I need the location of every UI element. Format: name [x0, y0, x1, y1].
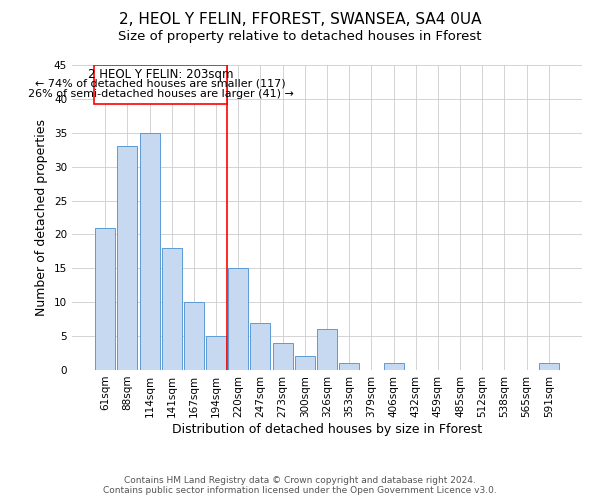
- Bar: [206, 336, 226, 370]
- Y-axis label: Number of detached properties: Number of detached properties: [35, 119, 49, 316]
- Bar: [272, 343, 293, 370]
- Bar: [140, 133, 160, 370]
- Text: 26% of semi-detached houses are larger (41) →: 26% of semi-detached houses are larger (…: [28, 88, 293, 99]
- Text: Contains public sector information licensed under the Open Government Licence v3: Contains public sector information licen…: [103, 486, 497, 495]
- Text: 2 HEOL Y FELIN: 203sqm: 2 HEOL Y FELIN: 203sqm: [88, 68, 233, 80]
- Text: Size of property relative to detached houses in Fforest: Size of property relative to detached ho…: [118, 30, 482, 43]
- Text: ← 74% of detached houses are smaller (117): ← 74% of detached houses are smaller (11…: [35, 78, 286, 88]
- Bar: [383, 363, 404, 370]
- Bar: [162, 248, 182, 370]
- Bar: [95, 228, 115, 370]
- Bar: [118, 146, 137, 370]
- Text: 2, HEOL Y FELIN, FFOREST, SWANSEA, SA4 0UA: 2, HEOL Y FELIN, FFOREST, SWANSEA, SA4 0…: [119, 12, 481, 28]
- Bar: [228, 268, 248, 370]
- Bar: [339, 363, 359, 370]
- Bar: [539, 363, 559, 370]
- Bar: [317, 330, 337, 370]
- Bar: [295, 356, 315, 370]
- Text: Contains HM Land Registry data © Crown copyright and database right 2024.: Contains HM Land Registry data © Crown c…: [124, 476, 476, 485]
- FancyBboxPatch shape: [94, 65, 227, 104]
- Bar: [250, 322, 271, 370]
- Bar: [184, 302, 204, 370]
- X-axis label: Distribution of detached houses by size in Fforest: Distribution of detached houses by size …: [172, 422, 482, 436]
